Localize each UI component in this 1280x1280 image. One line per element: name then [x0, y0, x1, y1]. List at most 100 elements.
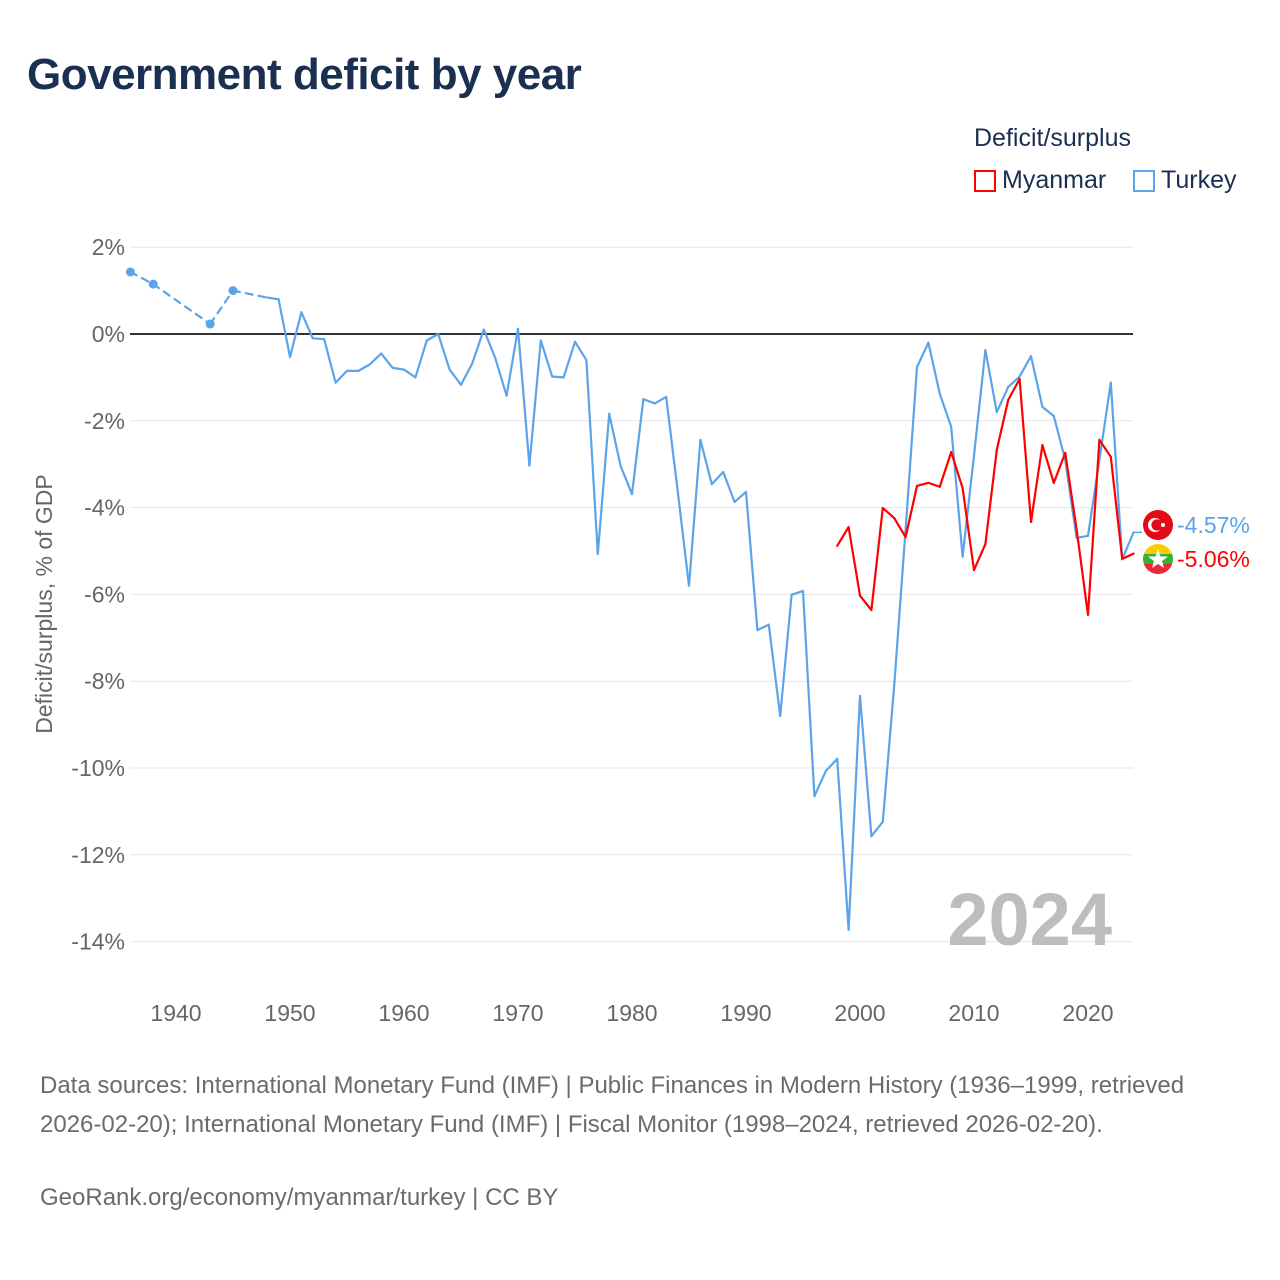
line-segment: [573, 340, 588, 362]
legend-item-turkey[interactable]: Turkey: [1133, 166, 1236, 195]
line-segment: [1029, 355, 1044, 409]
line-segment: [231, 289, 269, 299]
x-tick-label: 2010: [948, 1000, 999, 1026]
line-segment: [1109, 455, 1124, 560]
x-tick-label: 2020: [1062, 1000, 1113, 1026]
line-segment: [596, 412, 611, 556]
line-segment: [642, 398, 656, 405]
y-axis-ticks: 2% 0% -2% -4% -6% -8% -10% -12% -14%: [71, 234, 125, 954]
turkey-end-label: -4.57%: [1177, 512, 1250, 538]
line-segment: [824, 757, 839, 773]
data-point[interactable]: [148, 279, 158, 289]
line-segment: [938, 450, 953, 488]
line-segment: [927, 341, 941, 395]
legend-item-myanmar[interactable]: Myanmar: [974, 166, 1106, 195]
line-segment: [277, 298, 292, 359]
line-segment: [516, 327, 531, 467]
line-segment: [836, 757, 850, 931]
line-segment: [425, 332, 440, 342]
line-segment: [733, 490, 748, 504]
line-segment: [904, 365, 919, 531]
data-sources: Data sources: International Monetary Fun…: [40, 1072, 1185, 1138]
y-tick-label: 2%: [92, 234, 125, 260]
series-myanmar: [836, 378, 1135, 616]
x-tick-label: 1970: [492, 1000, 543, 1026]
line-segment: [653, 395, 668, 405]
line-segment: [972, 542, 987, 572]
line-segment: [1029, 444, 1044, 524]
myanmar-flag-icon: [1143, 544, 1173, 574]
data-point[interactable]: [125, 267, 135, 277]
series-turkey: [125, 267, 1135, 931]
star-icon: [1161, 523, 1165, 527]
line-segment: [1052, 414, 1067, 461]
line-segment: [961, 486, 976, 572]
line-segment: [391, 366, 406, 371]
x-tick-label: 1950: [264, 1000, 315, 1026]
y-tick-label: -10%: [71, 755, 125, 781]
legend-label-turkey: Turkey: [1161, 166, 1237, 194]
line-segment: [893, 516, 907, 539]
y-tick-label: -2%: [84, 408, 125, 434]
line-segment: [1098, 381, 1112, 461]
line-segment: [665, 395, 679, 492]
line-segment: [995, 398, 1010, 451]
line-segment: [790, 589, 805, 596]
legend-swatch-myanmar: [974, 169, 996, 192]
line-segment: [459, 361, 474, 386]
data-point[interactable]: [228, 286, 238, 296]
line-segment: [972, 348, 987, 457]
y-tick-label: -4%: [84, 495, 125, 521]
data-point[interactable]: [205, 319, 215, 329]
line-segment: [858, 594, 873, 612]
x-tick-label: 1990: [720, 1000, 771, 1026]
line-segment: [357, 363, 371, 372]
line-segment: [152, 282, 212, 326]
line-segment: [471, 328, 485, 365]
line-segment: [630, 398, 645, 496]
line-segment: [927, 481, 941, 488]
line-segment: [1018, 378, 1033, 524]
y-tick-label: -12%: [71, 842, 125, 868]
line-segment: [722, 470, 736, 504]
credit-link[interactable]: GeoRank.org/economy/myanmar/turkey | CC …: [40, 1184, 559, 1211]
line-segment: [1064, 451, 1078, 531]
line-segment: [984, 348, 998, 414]
line-segment: [1018, 355, 1033, 378]
line-segment: [209, 289, 235, 326]
series-lines: [125, 267, 1135, 931]
line-segment: [881, 684, 896, 823]
line-segment: [813, 769, 827, 798]
chart-title: Government deficit by year: [27, 50, 582, 99]
line-segment: [1052, 451, 1067, 484]
end-labels: -4.57% -5.06%: [1133, 510, 1250, 574]
line-segment: [619, 464, 634, 496]
y-tick-label: -8%: [84, 668, 125, 694]
grid-lines: [130, 246, 1133, 943]
line-segment: [710, 470, 725, 486]
line-segment: [950, 450, 964, 490]
current-year-label: 2024: [947, 878, 1112, 961]
line-segment: [482, 328, 497, 359]
line-segment: [881, 506, 896, 520]
line-segment: [1098, 438, 1112, 458]
y-tick-label: 0%: [92, 321, 125, 347]
line-segment: [904, 484, 919, 539]
line-segment: [1007, 375, 1021, 389]
line-segment: [368, 352, 383, 366]
myanmar-end-label: -5.06%: [1177, 546, 1250, 572]
line-segment: [414, 339, 428, 379]
line-segment: [870, 820, 884, 838]
line-segment: [1075, 528, 1090, 616]
line-segment: [551, 375, 565, 379]
line-segment: [1086, 438, 1101, 616]
line-segment: [1007, 378, 1021, 402]
y-tick-label: -6%: [84, 581, 125, 607]
line-segment: [288, 311, 303, 359]
line-segment: [608, 412, 622, 468]
line-segment: [311, 337, 326, 341]
line-segment: [1121, 531, 1135, 561]
line-segment: [300, 311, 314, 340]
line-segment: [950, 425, 964, 558]
line-segment: [847, 526, 862, 597]
